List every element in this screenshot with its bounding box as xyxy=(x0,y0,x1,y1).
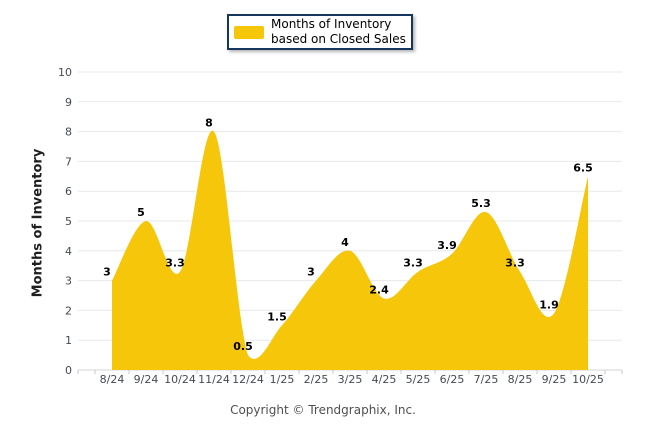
svg-text:1.5: 1.5 xyxy=(267,310,287,323)
copyright-text: Copyright © Trendgraphix, Inc. xyxy=(230,403,416,417)
svg-text:9/25: 9/25 xyxy=(542,373,567,386)
svg-text:3/25: 3/25 xyxy=(338,373,363,386)
svg-text:6: 6 xyxy=(65,185,72,198)
svg-text:5.3: 5.3 xyxy=(471,197,491,210)
svg-text:10/25: 10/25 xyxy=(572,373,604,386)
svg-text:2/25: 2/25 xyxy=(304,373,329,386)
svg-text:9: 9 xyxy=(65,96,72,109)
svg-text:2: 2 xyxy=(65,304,72,317)
svg-text:8/25: 8/25 xyxy=(508,373,533,386)
data-labels: 3 5 3.3 8 0.5 1.5 3 4 2.4 3.3 3.9 5.3 3.3 1.9 6.5 xyxy=(103,117,593,354)
svg-text:4: 4 xyxy=(65,245,72,258)
svg-text:3: 3 xyxy=(307,266,315,279)
svg-text:10: 10 xyxy=(58,66,72,79)
legend-box: Months of Inventory based on Closed Sale… xyxy=(227,14,413,50)
svg-text:2.4: 2.4 xyxy=(369,284,389,297)
svg-text:4/25: 4/25 xyxy=(372,373,397,386)
svg-text:1: 1 xyxy=(65,334,72,347)
svg-text:3.3: 3.3 xyxy=(505,257,525,270)
svg-text:5: 5 xyxy=(65,215,72,228)
svg-text:7/25: 7/25 xyxy=(474,373,499,386)
svg-text:6/25: 6/25 xyxy=(440,373,465,386)
svg-text:9/24: 9/24 xyxy=(134,373,159,386)
svg-text:1.9: 1.9 xyxy=(539,298,559,311)
series-area xyxy=(112,130,588,370)
svg-text:3.3: 3.3 xyxy=(403,257,423,270)
svg-text:12/24: 12/24 xyxy=(232,373,264,386)
legend-label: Months of Inventory based on Closed Sale… xyxy=(271,17,406,46)
y-axis-tick-labels: 0 1 2 3 4 5 6 7 8 9 10 xyxy=(58,66,72,377)
svg-text:0.5: 0.5 xyxy=(233,340,253,353)
x-axis-ticks xyxy=(77,370,623,374)
y-axis-title: Months of Inventory xyxy=(30,148,46,298)
svg-text:8: 8 xyxy=(205,117,213,130)
svg-text:3: 3 xyxy=(65,275,72,288)
svg-text:5: 5 xyxy=(137,206,145,219)
svg-text:0: 0 xyxy=(65,364,72,377)
svg-text:4: 4 xyxy=(341,236,349,249)
svg-text:8/24: 8/24 xyxy=(100,373,125,386)
svg-text:3.3: 3.3 xyxy=(165,257,185,270)
x-axis-labels: 8/24 9/24 10/24 11/24 12/24 1/25 2/25 3/25 4/25 5… xyxy=(100,373,604,386)
svg-text:10/24: 10/24 xyxy=(164,373,196,386)
series-swatch-icon xyxy=(234,25,264,39)
svg-text:3.9: 3.9 xyxy=(437,239,457,252)
svg-text:3: 3 xyxy=(103,266,111,279)
svg-text:8: 8 xyxy=(65,126,72,139)
svg-text:5/25: 5/25 xyxy=(406,373,431,386)
svg-text:6.5: 6.5 xyxy=(573,161,593,174)
svg-text:1/25: 1/25 xyxy=(270,373,295,386)
svg-text:7: 7 xyxy=(65,155,72,168)
svg-text:11/24: 11/24 xyxy=(198,373,230,386)
